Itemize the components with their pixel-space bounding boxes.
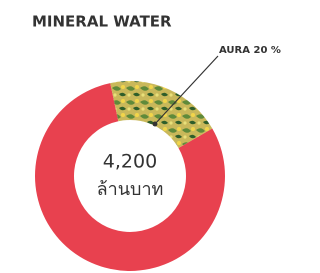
category-label: AURA: [219, 45, 250, 56]
total-value: 4,200: [103, 151, 157, 173]
chart: MINERAL WATER 4,200 ล้านบาท AURA 20 %: [0, 0, 305, 273]
slice-label: AURA 20 %: [219, 45, 281, 56]
page: MINERAL WATER 4,200 ล้านบาท AURA 20 % ((…: [0, 0, 320, 273]
total-unit: ล้านบาท: [97, 179, 164, 200]
chart-title: MINERAL WATER: [32, 13, 172, 31]
leader-dot: [153, 122, 158, 127]
value-label: 20 %: [253, 45, 280, 56]
